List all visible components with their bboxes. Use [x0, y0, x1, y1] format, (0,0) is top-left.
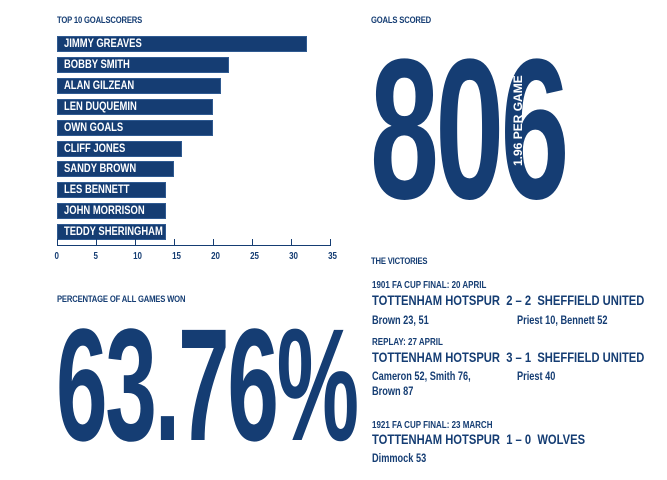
bar-teddy-sheringham: TEDDY SHERINGHAM: [57, 224, 167, 241]
percentage-title: PERCENTAGE OF ALL GAMES WON: [57, 294, 186, 304]
victories-title: THE VICTORIES: [371, 256, 428, 266]
bar-label: TEDDY SHERINGHAM: [64, 226, 163, 239]
match-2-heading: REPLAY: 27 APRIL: [372, 337, 443, 348]
match-1-result: TOTTENHAM HOTSPUR 2 – 2 SHEFFIELD UNITED: [372, 292, 644, 308]
bar-label: JIMMY GREAVES: [64, 38, 142, 50]
x-tick: [213, 239, 214, 245]
x-tick-label: 25: [250, 251, 260, 262]
x-tick: [96, 239, 97, 245]
x-tick: [135, 239, 136, 245]
match-1-away: SHEFFIELD UNITED: [537, 292, 645, 308]
bar-len-duquemin: LEN DUQUEMIN: [57, 98, 213, 115]
x-tick: [57, 239, 58, 245]
match-2-away-scorers: Priest 40: [517, 371, 556, 383]
bar-label: LEN DUQUEMIN: [64, 100, 137, 113]
bar-les-bennett: LES BENNETT: [57, 182, 167, 199]
bar-alan-gilzean: ALAN GILZEAN: [57, 77, 221, 94]
x-tick-label: 20: [211, 251, 221, 262]
average-value: 1.96 PER GAME: [511, 75, 525, 166]
match-2-home-scorers-cont: Brown 87: [372, 386, 414, 398]
bar-own-goals: OWN GOALS: [57, 119, 213, 136]
match-2-score: 3 – 1: [506, 349, 532, 365]
bar-john-morrison: JOHN MORRISON: [57, 203, 167, 220]
bar-label: OWN GOALS: [64, 121, 124, 134]
x-tick: [252, 239, 253, 245]
x-tick-label: 15: [172, 251, 182, 262]
match-2-home: TOTTENHAM HOTSPUR: [372, 349, 500, 365]
match-3-away: WOLVES: [537, 431, 586, 447]
top-scorers-title: TOP 10 GOALSCORERS: [57, 15, 143, 25]
goals-scored-value: 806: [370, 18, 569, 241]
x-tick: [330, 239, 331, 245]
match-3-home: TOTTENHAM HOTSPUR: [372, 431, 500, 447]
percentage-value: 63.76%: [56, 295, 359, 474]
bar-sandy-brown: SANDY BROWN: [57, 161, 174, 178]
match-2-result: TOTTENHAM HOTSPUR 3 – 1 SHEFFIELD UNITED: [372, 349, 644, 365]
match-2-away: SHEFFIELD UNITED: [537, 349, 645, 365]
bar-jimmy-greaves: JIMMY GREAVES: [57, 36, 307, 52]
x-tick: [291, 239, 292, 245]
x-tick-label: 5: [93, 251, 99, 262]
x-tick-label: 10: [133, 251, 143, 262]
x-tick: [174, 239, 175, 245]
match-3-heading: 1921 FA CUP FINAL: 23 MARCH: [372, 420, 493, 431]
x-tick-label: 0: [54, 251, 60, 262]
bar-label: BOBBY SMITH: [64, 58, 130, 71]
match-1-heading: 1901 FA CUP FINAL: 20 APRIL: [372, 280, 487, 291]
match-1-away-scorers: Priest 10, Bennett 52: [517, 315, 608, 327]
bar-label: LES BENNETT: [64, 184, 130, 197]
bar-label: SANDY BROWN: [64, 163, 137, 176]
match-1-score: 2 – 2: [506, 292, 532, 308]
x-axis: [57, 245, 331, 246]
bar-label: CLIFF JONES: [64, 142, 126, 155]
match-1-home-scorers: Brown 23, 51: [372, 315, 429, 327]
x-tick-label: 35: [328, 251, 338, 262]
match-1-home: TOTTENHAM HOTSPUR: [372, 292, 500, 308]
goals-scored-title: GOALS SCORED: [371, 15, 432, 25]
bar-bobby-smith: BOBBY SMITH: [57, 56, 229, 73]
bar-label: ALAN GILZEAN: [64, 79, 135, 92]
average-label: AVERAGE: [466, 94, 480, 153]
bar-cliff-jones: CLIFF JONES: [57, 140, 182, 157]
match-3-result: TOTTENHAM HOTSPUR 1 – 0 WOLVES: [372, 431, 585, 447]
match-3-home-scorers: Dimmock 53: [372, 453, 427, 465]
x-tick-label: 30: [289, 251, 299, 262]
match-2-home-scorers: Cameron 52, Smith 76,: [372, 371, 471, 383]
top-scorers-bar-chart: JIMMY GREAVES BOBBY SMITH ALAN GILZEAN LEN …: [57, 36, 337, 246]
match-3-score: 1 – 0: [506, 431, 532, 447]
bar-label: JOHN MORRISON: [64, 205, 145, 218]
